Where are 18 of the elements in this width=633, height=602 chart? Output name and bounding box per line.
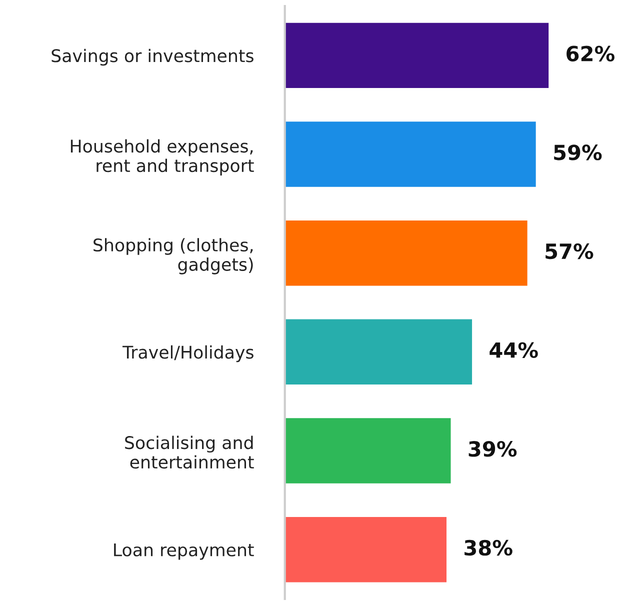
y-tick-label: Household expenses, rent and transport <box>70 139 254 176</box>
data-label: 38% <box>464 540 512 556</box>
data-label: 59% <box>554 144 602 160</box>
data-label: 57% <box>546 243 594 260</box>
y-tick-label: Loan repayment <box>114 544 254 560</box>
y-tick-label: Socialising and entertainment <box>125 436 254 469</box>
data-label: 44% <box>490 342 538 358</box>
data-label: 62% <box>566 46 614 62</box>
bar <box>284 418 451 484</box>
y-tick-label: Shopping (clothes, gadgets) <box>94 238 253 274</box>
bar <box>284 319 472 385</box>
bar <box>284 220 528 286</box>
data-label: 39% <box>468 441 517 457</box>
y-tick-label: Savings or investments <box>52 48 254 66</box>
bar <box>284 122 536 187</box>
bar <box>284 22 549 88</box>
y-tick-label: Travel/Holidays <box>122 345 254 362</box>
bar <box>284 516 447 582</box>
